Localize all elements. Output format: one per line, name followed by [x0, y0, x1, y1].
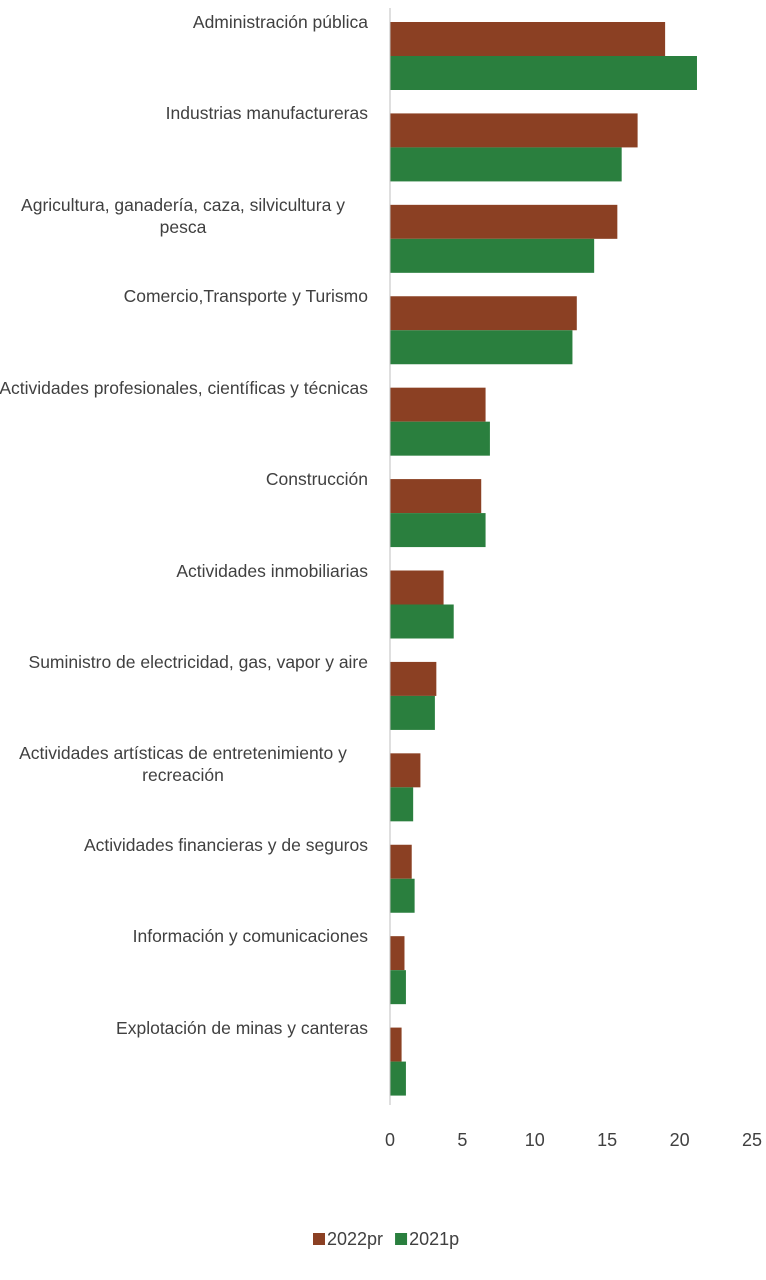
bar	[390, 753, 421, 788]
category-label: Información y comunicaciones	[0, 925, 368, 947]
bar	[390, 421, 490, 456]
bar	[390, 204, 618, 239]
category-text: Actividades financieras y de seguros	[83, 834, 368, 855]
bar	[390, 1027, 402, 1062]
category-text: Industrias manufactureras	[165, 103, 368, 124]
category-label: Actividades financieras y de seguros	[0, 834, 368, 856]
bar	[390, 330, 573, 365]
bar	[390, 513, 486, 548]
x-tick-label: 25	[742, 1130, 762, 1150]
legend-swatch	[313, 1233, 325, 1245]
bar	[390, 878, 415, 913]
category-text: Información y comunicaciones	[132, 926, 368, 947]
category-text: Actividades profesionales, científicas y…	[0, 377, 368, 398]
bar	[390, 1061, 406, 1096]
bar	[390, 844, 412, 879]
bar	[390, 22, 666, 56]
x-tick-label: 5	[457, 1130, 467, 1150]
legend-swatch	[395, 1233, 408, 1245]
category-text: Administración pública	[192, 12, 368, 32]
bar	[390, 113, 638, 148]
category-text: Comercio,Transporte y Turismo	[123, 286, 368, 307]
x-tick-label: 15	[597, 1130, 617, 1150]
category-label: Administración pública	[0, 11, 368, 33]
bar	[390, 479, 482, 514]
category-text: Actividades inmobiliarias	[176, 560, 368, 581]
bar	[390, 695, 435, 730]
x-tick-label: 0	[385, 1130, 395, 1150]
category-label: Construcción	[0, 468, 368, 490]
category-label: Actividades profesionales, científicas y…	[0, 377, 368, 399]
bar	[390, 238, 595, 273]
category-text: Construcción	[265, 469, 368, 490]
category-text: Suministro de electricidad, gas, vapor y…	[28, 651, 368, 672]
bar	[390, 787, 414, 822]
bar	[390, 604, 454, 639]
bar	[390, 970, 406, 1005]
category-text: Explotación de minas y canteras	[116, 1017, 368, 1038]
category-text: Agricultura, ganadería, caza, silvicultu…	[21, 194, 345, 237]
category-label: Agricultura, ganadería, caza, silvicultu…	[0, 194, 368, 238]
category-label: Actividades inmobiliarias	[0, 560, 368, 582]
bar	[390, 56, 697, 90]
x-tick-label: 20	[670, 1130, 690, 1150]
bar	[390, 387, 486, 422]
bar	[390, 296, 577, 331]
legend-label: 2021p	[409, 1229, 459, 1249]
category-label: Explotación de minas y canteras	[0, 1017, 368, 1039]
bar	[390, 570, 444, 605]
category-label: Actividades artísticas de entretenimient…	[0, 742, 368, 786]
bar	[390, 147, 622, 182]
category-label: Comercio,Transporte y Turismo	[0, 285, 368, 307]
x-tick-label: 10	[525, 1130, 545, 1150]
legend-label: 2022pr	[327, 1229, 383, 1249]
bar	[390, 661, 437, 696]
category-label: Suministro de electricidad, gas, vapor y…	[0, 651, 368, 673]
bar	[390, 936, 405, 971]
category-text: Actividades artísticas de entretenimient…	[19, 743, 347, 786]
category-label: Industrias manufactureras	[0, 102, 368, 124]
